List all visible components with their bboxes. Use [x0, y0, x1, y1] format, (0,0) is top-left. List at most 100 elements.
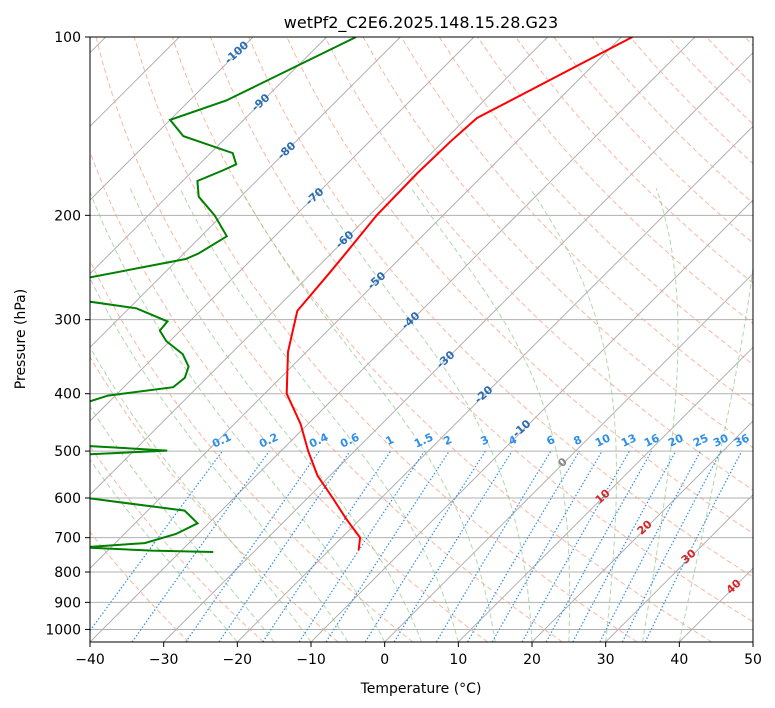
x-tick-label: 30 — [597, 652, 615, 668]
isotherm-label: -50 — [365, 269, 389, 292]
isotherm-label: -20 — [472, 383, 496, 406]
isotherm-line — [90, 37, 401, 349]
mixing-ratio-line — [621, 450, 722, 642]
plot-area: -100-90-80-70-60-50-40-30-20-10010203040… — [89, 36, 754, 643]
x-tick-label: −20 — [223, 652, 253, 668]
mixing-ratio-line — [262, 450, 392, 642]
mixing-ratio-line — [644, 450, 743, 642]
y-tick-label: 100 — [54, 30, 81, 46]
dry-adiabat-line — [744, 37, 753, 47]
dry-adiabat-line — [324, 37, 753, 491]
mixing-ratio-line — [185, 450, 320, 642]
isotherm-line — [384, 272, 753, 642]
y-axis-label: Pressure (hPa) — [13, 289, 29, 389]
isotherm-line — [752, 641, 753, 642]
dry-adiabat-line — [133, 37, 638, 642]
temperature-profile-line — [285, 37, 633, 551]
mixing-ratio-label: 0.1 — [210, 431, 233, 451]
isotherm-label: 10 — [593, 486, 613, 506]
moist-adiabat-line — [239, 187, 496, 642]
mixing-ratio-label: 30 — [711, 431, 731, 449]
dry-adiabat-line — [90, 445, 264, 642]
mixing-ratio-label: 16 — [642, 431, 662, 449]
moist-adiabat-line — [129, 187, 422, 642]
x-tick-label: 10 — [449, 652, 467, 668]
mixing-ratio-line — [364, 450, 486, 642]
isotherm-line — [90, 37, 549, 496]
mixing-ratio-line — [218, 450, 351, 642]
dry-adiabat-line — [90, 259, 414, 642]
y-tick-label: 300 — [54, 313, 81, 329]
isotherm-line — [163, 51, 753, 642]
moist-adiabat-line — [90, 190, 386, 642]
mixing-ratio-label: 1 — [384, 433, 396, 448]
x-tick-label: −40 — [75, 652, 105, 668]
y-tick-label: 900 — [54, 595, 81, 611]
mixing-ratio-label: 6 — [545, 433, 558, 448]
y-tick-label: 600 — [54, 491, 81, 507]
y-tick-label: 800 — [54, 565, 81, 581]
mixing-ratio-line — [90, 450, 223, 632]
moist-adiabat-line — [179, 187, 459, 642]
dewpoint-profile-line — [90, 37, 357, 553]
dry-adiabat-line — [90, 150, 488, 642]
moist-adiabat-line — [315, 187, 533, 642]
mixing-ratio-line — [393, 450, 513, 642]
x-tick-label: 20 — [523, 652, 541, 668]
x-axis-label: Temperature (°C) — [360, 681, 482, 697]
mixing-ratio-line — [466, 450, 580, 642]
x-tick-label: −30 — [149, 652, 179, 668]
mixing-ratio-label: 8 — [572, 433, 584, 448]
chart-title: wetPf2_C2E6.2025.148.15.28.G23 — [284, 13, 558, 33]
mixing-ratio-line — [545, 450, 653, 642]
mixing-ratio-line — [131, 450, 270, 642]
y-tick-label: 400 — [54, 387, 81, 403]
dry-adiabat-line — [400, 37, 753, 407]
dry-adiabat-line — [90, 531, 190, 642]
isotherm-line — [90, 37, 328, 275]
mixing-ratio-line — [572, 450, 677, 642]
dry-adiabat-line — [171, 37, 712, 642]
x-tick-label: 50 — [744, 652, 762, 668]
isotherm-line — [457, 346, 753, 642]
dry-adiabat-line — [706, 37, 753, 86]
moist-adiabat-line — [90, 277, 349, 642]
y-tick-label: 500 — [54, 444, 81, 460]
y-tick-label: 200 — [54, 208, 81, 224]
isotherm-label: 0 — [555, 455, 570, 470]
isotherm-label: 40 — [724, 576, 744, 596]
moist-adiabat-line — [90, 458, 238, 642]
x-tick-label: 0 — [380, 652, 389, 668]
isotherm-line — [236, 125, 753, 642]
mixing-ratio-line — [521, 450, 631, 642]
mixing-ratio-line — [599, 450, 702, 642]
x-tick-label: −10 — [296, 652, 326, 668]
moist-adiabat-line — [90, 405, 275, 642]
dry-adiabat-line — [248, 37, 753, 578]
isotherm-line — [310, 199, 753, 642]
mixing-ratio-label: 36 — [732, 431, 752, 449]
mixing-ratio-label: 20 — [666, 431, 686, 449]
moist-adiabat-line — [90, 346, 312, 642]
dry-adiabat-line — [515, 37, 753, 284]
isotherm-line — [90, 37, 475, 422]
moist-adiabat-line — [529, 187, 617, 642]
moist-adiabat-line — [410, 187, 571, 642]
dry-adiabat-line — [210, 37, 753, 623]
y-tick-label: 700 — [54, 531, 81, 547]
dry-adiabat-line — [95, 37, 563, 642]
y-tick-label: 1000 — [45, 622, 81, 638]
y-axis-ticks: 100 200 300 400 500 600 700 800 900 1000 — [45, 30, 90, 638]
mixing-ratio-label: 13 — [619, 431, 638, 449]
moist-adiabat-line — [642, 188, 679, 642]
isotherm-line — [531, 420, 753, 642]
isotherm-line — [605, 493, 753, 642]
mixing-ratio-label: 10 — [593, 431, 613, 449]
x-axis-ticks: −40 −30 −20 −10 0 10 20 30 40 50 — [75, 642, 762, 668]
plot-frame — [89, 36, 754, 643]
mixing-ratio-label: 0.4 — [307, 430, 330, 450]
mixing-ratio-label: 2 — [442, 433, 454, 448]
dry-adiabat-line — [438, 37, 753, 366]
mixing-ratio-line — [298, 450, 425, 642]
